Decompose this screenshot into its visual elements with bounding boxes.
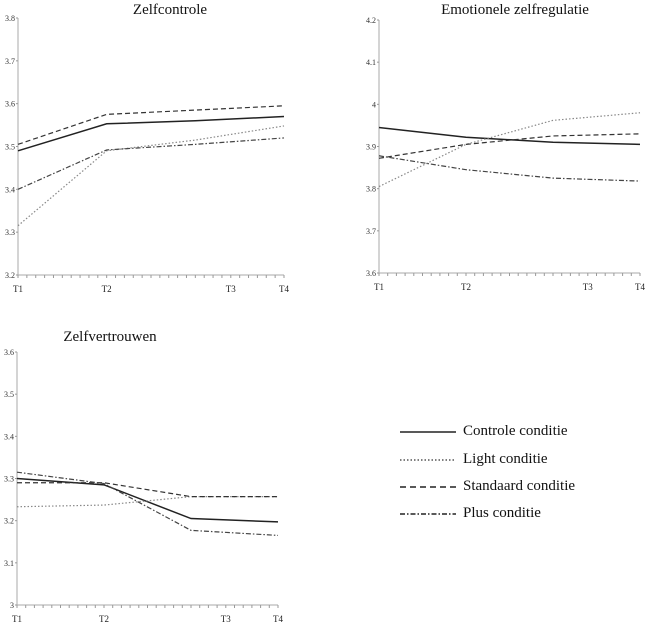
chart-title: Emotionele zelfregulatie <box>441 2 589 18</box>
y-tick-label: 3.4 <box>4 432 14 441</box>
legend-label: Controle conditie <box>463 423 568 439</box>
chart-title: Zelfvertrouwen <box>63 329 157 345</box>
y-tick-label: 3.9 <box>366 143 376 152</box>
x-tick-label: T3 <box>226 284 236 294</box>
legend-label: Standaard conditie <box>463 478 576 494</box>
chart-title: Zelfcontrole <box>133 2 207 18</box>
x-tick-label: T2 <box>99 614 109 624</box>
x-tick-label: T4 <box>635 282 645 292</box>
x-tick-label: T3 <box>221 614 231 624</box>
series-line-standaard-conditie <box>378 133 641 159</box>
series-line-plus-conditie <box>16 471 279 537</box>
legend-line-dotted <box>400 459 456 461</box>
y-tick-label: 3.5 <box>4 390 14 399</box>
legend-line-solid <box>400 431 456 433</box>
x-tick-label: T2 <box>461 282 471 292</box>
y-tick-label: 3.2 <box>4 517 14 526</box>
x-tick-label: T1 <box>12 614 22 624</box>
series-line-controle-conditie <box>16 477 279 523</box>
legend-item-controle: Controle conditie <box>400 422 640 442</box>
y-tick-label: 3.8 <box>5 14 15 23</box>
y-tick-label: 3.4 <box>5 185 15 194</box>
y-tick-label: 3.1 <box>4 559 14 568</box>
x-tick-label: T3 <box>583 282 593 292</box>
y-tick-label: 4.2 <box>366 16 376 25</box>
legend-item-plus: Plus conditie <box>400 504 640 524</box>
y-tick-label: 3.7 <box>5 57 15 66</box>
y-tick-label: 3.6 <box>4 348 14 357</box>
series-line-plus-conditie <box>378 155 641 182</box>
y-tick-label: 3.2 <box>5 271 15 280</box>
legend-line-dashed <box>400 486 456 488</box>
x-tick-label: T1 <box>13 284 23 294</box>
legend-label: Plus conditie <box>463 505 541 521</box>
x-tick-label: T4 <box>279 284 289 294</box>
series-line-standaard-conditie <box>17 105 285 145</box>
series-line-light-conditie <box>378 112 641 188</box>
x-tick-label: T2 <box>102 284 112 294</box>
series-line-standaard-conditie <box>17 482 278 498</box>
y-tick-label: 3.8 <box>366 185 376 194</box>
y-tick-label: 3.3 <box>5 228 15 237</box>
legend-item-standaard: Standaard conditie <box>400 477 640 497</box>
legend-line-dashdot <box>400 513 456 515</box>
y-tick-label: 4.1 <box>366 58 376 67</box>
series-line-controle-conditie <box>17 115 285 152</box>
x-tick-label: T4 <box>273 614 283 624</box>
legend-item-light: Light conditie <box>400 450 640 470</box>
y-tick-label: 3.5 <box>5 143 15 152</box>
series-line-plus-conditie <box>17 137 285 190</box>
y-tick-label: 4 <box>372 100 376 109</box>
y-tick-label: 3.3 <box>4 475 14 484</box>
y-tick-label: 3.7 <box>366 227 376 236</box>
y-tick-label: 3.6 <box>5 100 15 109</box>
series-line-controle-conditie <box>378 126 641 146</box>
y-tick-label: 3 <box>10 601 14 610</box>
legend-label: Light conditie <box>463 451 548 467</box>
x-tick-label: T1 <box>374 282 384 292</box>
y-tick-label: 3.6 <box>366 269 376 278</box>
